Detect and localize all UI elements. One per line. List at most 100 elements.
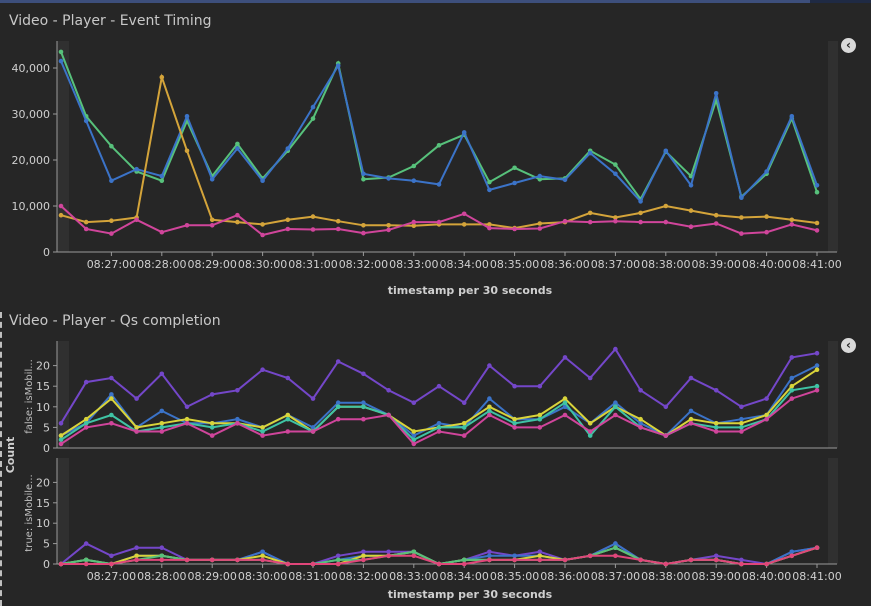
timing-point-magenta bbox=[436, 219, 442, 225]
qs-true-point-pink bbox=[663, 561, 669, 567]
qs-false-point-magenta bbox=[487, 412, 492, 418]
qs-true-point-purple bbox=[537, 549, 543, 555]
qs-false-point-magenta bbox=[512, 425, 517, 430]
timing-point-magenta bbox=[159, 229, 165, 235]
timing-x-axis-label: timestamp per 30 seconds bbox=[388, 284, 553, 297]
timing-xtick-label: 08:40:00 bbox=[742, 258, 791, 271]
qs-false-point-magenta bbox=[386, 412, 391, 418]
timing-series-line-green bbox=[60, 51, 818, 201]
qs-false-point-blue bbox=[310, 425, 316, 430]
timing-point-blue bbox=[587, 150, 593, 156]
qs-false-point-teal bbox=[83, 421, 89, 426]
qs-false-point-purple bbox=[386, 388, 391, 393]
qs-true-point-blue bbox=[487, 553, 492, 559]
qs-true-xtick-label: 08:37:00 bbox=[591, 570, 640, 583]
qs-false-point-purple bbox=[789, 355, 795, 360]
timing-point-magenta bbox=[58, 203, 64, 209]
qs-false-band-right bbox=[828, 341, 838, 448]
qs-false-point-magenta bbox=[537, 425, 543, 430]
timing-point-green bbox=[613, 162, 618, 167]
timing-point-blue bbox=[613, 171, 618, 177]
qs-true-point-pink bbox=[310, 561, 316, 567]
qs-true-x-axis-label: timestamp per 30 seconds bbox=[388, 588, 553, 601]
qs-false-ytick-label: 0 bbox=[43, 442, 50, 455]
timing-point-magenta bbox=[109, 231, 114, 236]
qs-false-point-blue bbox=[235, 416, 240, 422]
timing-xtick-label: 08:41:00 bbox=[792, 258, 841, 271]
qs-false-point-yellow bbox=[789, 383, 795, 389]
qs-true-xtick-label: 08:27:00 bbox=[87, 570, 136, 583]
timing-point-blue bbox=[814, 183, 820, 188]
qs-false-point-teal bbox=[814, 383, 820, 389]
qs-true-ytick-label: 20 bbox=[36, 476, 50, 489]
timing-point-blue bbox=[411, 178, 417, 183]
qs-false-point-purple bbox=[814, 350, 820, 356]
chevron-left-icon[interactable]: ‹ bbox=[841, 338, 856, 353]
timing-point-orange bbox=[335, 218, 341, 224]
qs-true-point-pink bbox=[461, 561, 467, 567]
timing-ytick-label: 10,000 bbox=[12, 200, 51, 213]
qs-false-point-purple bbox=[260, 367, 265, 373]
timing-point-blue bbox=[764, 169, 769, 174]
qs-false-point-teal bbox=[411, 437, 417, 443]
timing-point-orange bbox=[184, 148, 190, 154]
qs-false-point-magenta bbox=[235, 421, 240, 426]
timing-point-orange bbox=[461, 222, 467, 227]
chevron-left-icon[interactable]: ‹ bbox=[841, 38, 856, 53]
qs-true-point-pink bbox=[58, 561, 64, 567]
qs-false-point-blue bbox=[613, 400, 618, 406]
qs-true-point-green bbox=[613, 545, 618, 550]
timing-point-blue bbox=[310, 104, 316, 110]
timing-point-magenta bbox=[638, 219, 643, 225]
qs-false-point-teal bbox=[613, 404, 618, 410]
qs-true-point-pink bbox=[814, 545, 820, 550]
timing-ytick-label: 40,000 bbox=[12, 62, 51, 75]
qs-false-point-teal bbox=[587, 433, 593, 438]
qs-false-point-yellow bbox=[814, 367, 820, 373]
qs-true-point-purple bbox=[159, 545, 165, 550]
qs-false-point-teal bbox=[739, 425, 744, 430]
qs-true-xtick-label: 08:35:00 bbox=[490, 570, 539, 583]
timing-ytick-label: 20,000 bbox=[12, 154, 51, 167]
panel-selection-border bbox=[0, 312, 2, 606]
qs-false-point-purple bbox=[58, 421, 64, 426]
qs-false-point-purple bbox=[184, 404, 190, 410]
qs-true-point-pink bbox=[562, 557, 568, 563]
qs-true-point-yellow bbox=[537, 553, 543, 559]
qs-true-point-pink bbox=[713, 557, 719, 563]
qs-false-point-yellow bbox=[260, 425, 265, 430]
qs-false-point-magenta bbox=[638, 425, 643, 430]
qs-true-ytick-label: 5 bbox=[43, 538, 50, 551]
qs-false-point-yellow bbox=[461, 421, 467, 426]
qs-false-point-yellow bbox=[209, 421, 215, 426]
qs-false-point-purple bbox=[109, 375, 114, 381]
qs-true-ytick-label: 10 bbox=[36, 517, 50, 530]
qs-false-point-purple bbox=[134, 396, 139, 401]
qs-false-point-purple bbox=[436, 383, 442, 389]
qs-false-point-blue bbox=[814, 363, 820, 368]
qs-false-point-blue bbox=[436, 421, 442, 426]
qs-false-point-blue bbox=[487, 396, 492, 401]
timing-point-magenta bbox=[789, 222, 795, 227]
qs-true-point-green bbox=[83, 557, 89, 563]
qs-false-point-blue bbox=[411, 433, 417, 438]
timing-xtick-label: 08:34:00 bbox=[439, 258, 488, 271]
qs-false-point-purple bbox=[764, 396, 769, 401]
qs-true-xtick-label: 08:31:00 bbox=[288, 570, 337, 583]
qs-false-point-purple bbox=[512, 383, 517, 389]
timing-band-right bbox=[828, 41, 838, 252]
timing-point-green bbox=[814, 189, 820, 195]
qs-true-series-line-green bbox=[60, 546, 818, 566]
qs-true-point-green bbox=[335, 557, 341, 563]
timing-point-magenta bbox=[83, 226, 89, 232]
qs-false-point-purple bbox=[461, 400, 467, 406]
qs-false-point-teal bbox=[285, 416, 291, 422]
qs-false-point-yellow bbox=[58, 433, 64, 438]
qs-false-point-yellow bbox=[285, 412, 291, 418]
qs-true-point-purple bbox=[713, 553, 719, 559]
qs-y-axis-label: Count bbox=[4, 437, 17, 474]
qs-true-band-left bbox=[57, 458, 69, 564]
qs-false-point-teal bbox=[537, 416, 543, 422]
qs-true-series-line-pink bbox=[61, 546, 818, 566]
timing-point-magenta bbox=[285, 226, 291, 232]
